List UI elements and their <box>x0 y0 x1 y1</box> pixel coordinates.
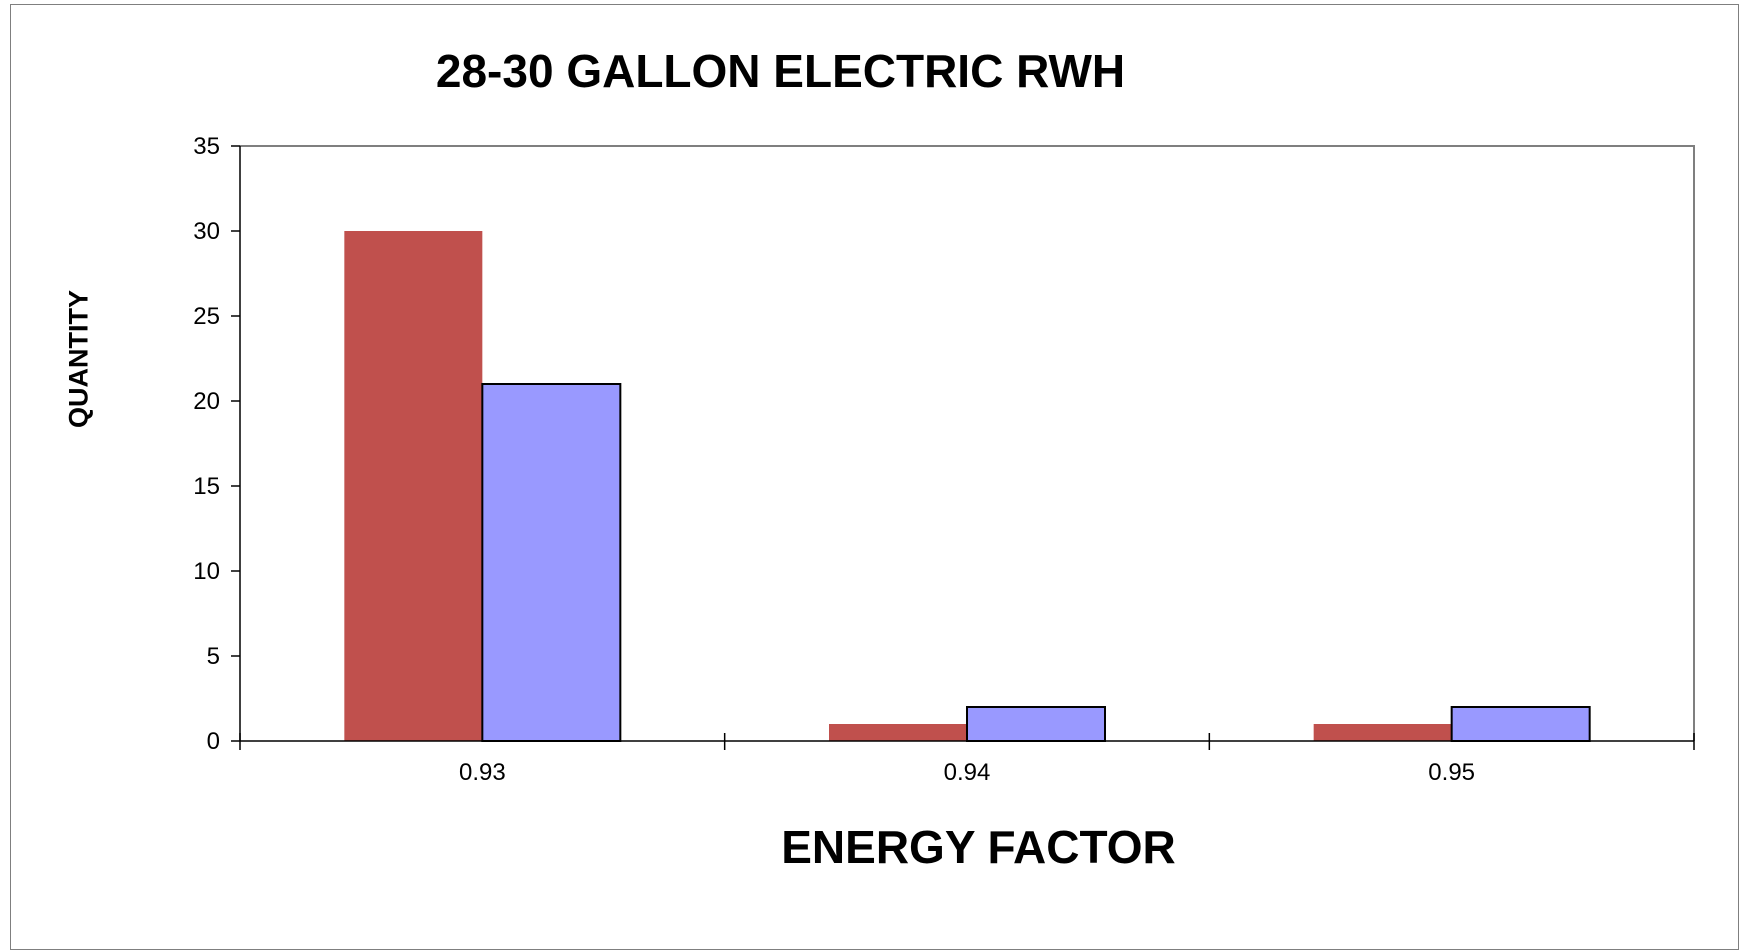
x-tick-label: 0.93 <box>459 759 506 786</box>
bar-series2-0.95 <box>1450 706 1591 742</box>
y-tick-label: 15 <box>193 473 220 500</box>
bar-series1-0.95 <box>1313 724 1452 741</box>
y-tick-label: 30 <box>193 218 220 245</box>
x-tick-label: 0.94 <box>944 759 991 786</box>
y-tick-label: 5 <box>207 643 220 670</box>
chart-frame <box>10 4 1739 950</box>
x-tick-label: 0.95 <box>1428 759 1475 786</box>
bar-series2-0.93 <box>481 383 622 742</box>
y-tick-label: 35 <box>193 133 220 160</box>
bar-series1-0.93 <box>344 231 483 741</box>
y-tick-label: 25 <box>193 303 220 330</box>
bar-series1-0.94 <box>829 724 967 741</box>
y-tick-label: 0 <box>207 728 220 755</box>
x-axis-label: ENERGY FACTOR <box>781 821 1176 873</box>
y-tick-label: 10 <box>193 558 220 585</box>
chart-title: 28-30 GALLON ELECTRIC RWH <box>435 45 1126 97</box>
y-tick-label: 20 <box>193 388 220 415</box>
plot-border <box>240 145 1695 741</box>
bar-series2-0.94 <box>966 706 1106 742</box>
